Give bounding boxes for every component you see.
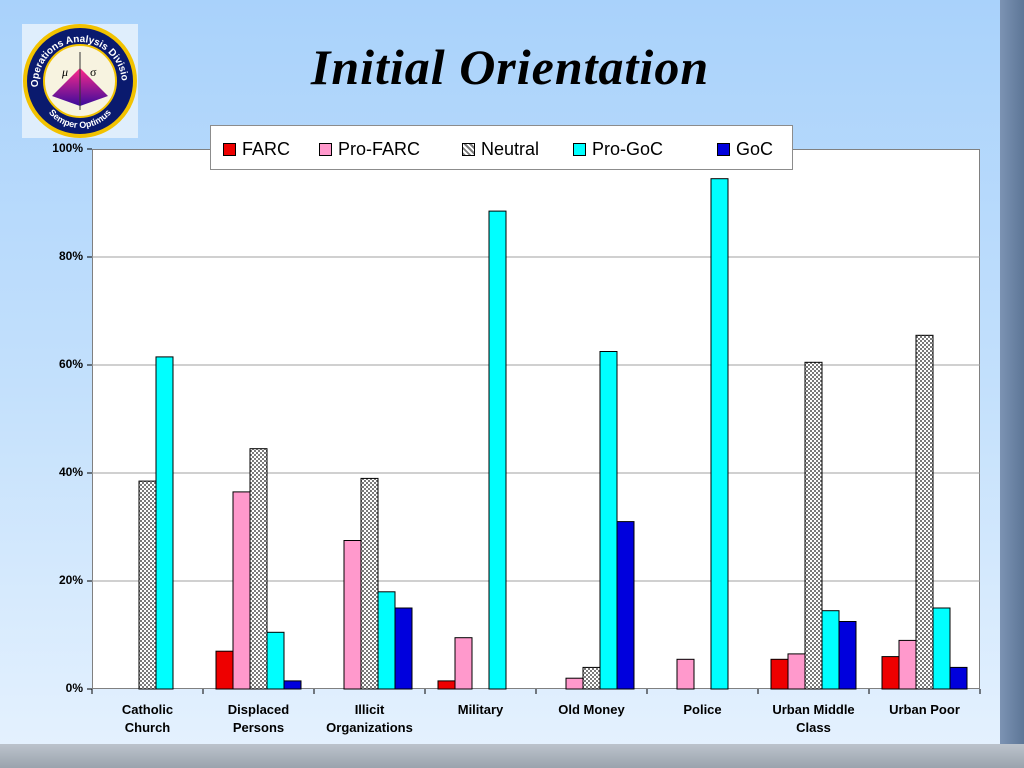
legend-swatch-pro-goc — [573, 142, 586, 156]
legend-item-farc: FARC — [223, 139, 290, 159]
x-category-label: Displaced Persons — [227, 702, 290, 735]
y-tick-label: 60% — [58, 357, 83, 371]
legend-item-pro-farc: Pro-FARC — [319, 139, 420, 159]
legend-item-neutral: Neutral — [462, 139, 539, 159]
x-category-label: Urban Poor — [889, 702, 960, 717]
legend-item-goc: GoC — [717, 139, 773, 159]
legend-swatch-goc — [717, 142, 730, 156]
legend-label-goc: GoC — [736, 138, 774, 159]
x-category-label: Illicit Organizations — [326, 702, 413, 735]
legend-label-pro-goc: Pro-GoC — [592, 138, 664, 159]
y-tick-label: 80% — [58, 249, 83, 263]
x-category-label: Old Money — [558, 702, 625, 717]
legend-label-farc: FARC — [242, 138, 291, 159]
legend-item-pro-goc: Pro-GoC — [573, 139, 663, 159]
slide-title: Initial Orientation — [310, 39, 710, 95]
y-tick-label: 40% — [58, 465, 83, 479]
x-category-label: Urban Middle Class — [772, 702, 855, 735]
x-category-label: Military — [457, 702, 504, 717]
y-tick-label: 20% — [58, 573, 83, 587]
legend-label-neutral: Neutral — [481, 138, 540, 159]
legend-swatch-neutral — [462, 142, 475, 156]
chart-plot-area — [92, 149, 980, 689]
legend-swatch-pro-farc — [319, 142, 332, 156]
svg-text:μ: μ — [61, 65, 68, 79]
y-tick-label: 0% — [65, 681, 83, 695]
slide-frame-bottom — [0, 744, 1024, 768]
operations-analysis-division-logo: Operations Analysis Division Semper Opti… — [19, 16, 138, 138]
y-tick-label: 100% — [52, 141, 83, 155]
legend-swatch-farc — [223, 142, 236, 156]
x-category-label: Police — [683, 702, 722, 717]
chart-legend: FARC Pro-FARC Neutral Pro-GoC GoC — [210, 125, 793, 170]
svg-text:σ: σ — [90, 65, 97, 79]
slide-frame-right — [1000, 0, 1024, 768]
legend-label-pro-farc: Pro-FARC — [338, 138, 421, 159]
x-category-label: Catholic Church — [121, 702, 174, 735]
